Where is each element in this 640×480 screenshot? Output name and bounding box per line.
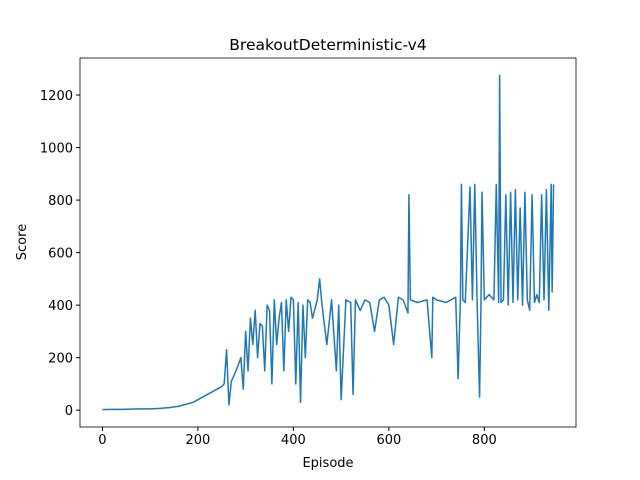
y-tick-label: 1200 xyxy=(40,89,73,104)
plot-frame xyxy=(79,57,577,428)
x-tick-label: 800 xyxy=(472,433,497,448)
y-tick-label: 600 xyxy=(48,247,73,262)
y-tick-label: 200 xyxy=(48,352,73,367)
x-tick-label: 400 xyxy=(281,433,306,448)
x-tick-label: 600 xyxy=(376,433,401,448)
x-tick-label: 200 xyxy=(185,433,210,448)
y-tick-label: 800 xyxy=(48,194,73,209)
x-axis-label: Episode xyxy=(302,456,353,471)
series-line xyxy=(102,74,555,411)
y-tick-label: 1000 xyxy=(40,142,73,157)
y-axis-label: Score xyxy=(15,224,30,260)
chart-title: BreakoutDeterministic-v4 xyxy=(229,36,426,54)
y-tick-label: 400 xyxy=(48,299,73,314)
x-tick-label: 0 xyxy=(98,433,106,448)
y-tick-label: 0 xyxy=(65,404,73,419)
